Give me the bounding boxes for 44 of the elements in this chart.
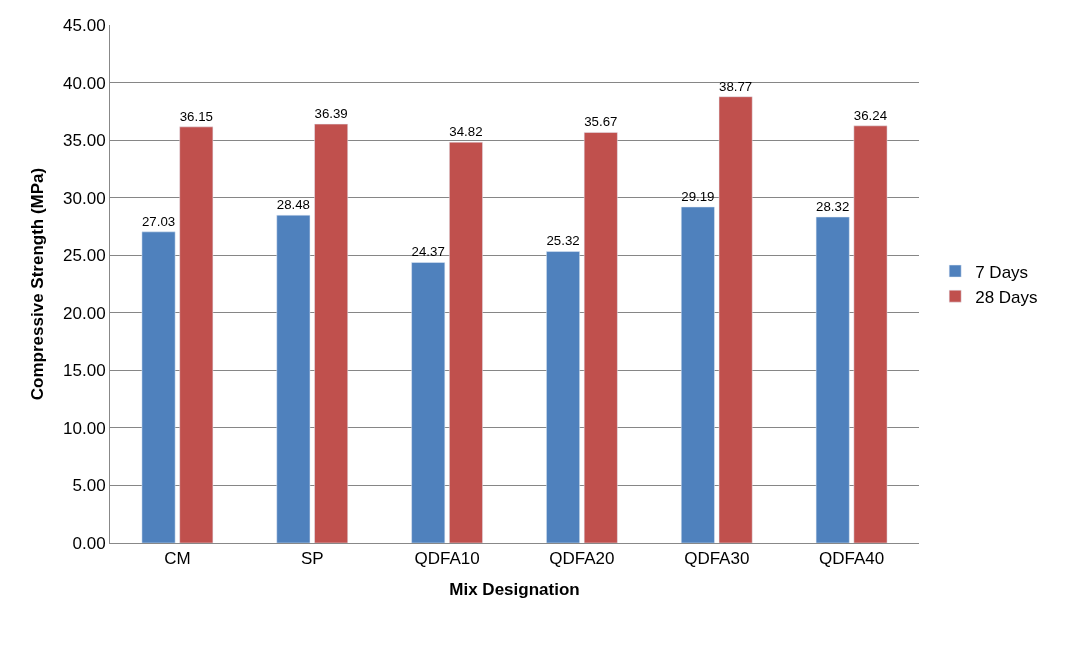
data-label: 36.24 (853, 107, 888, 123)
bar (681, 206, 715, 543)
y-tick-label: 10.00 (63, 418, 106, 438)
y-tick-label: 0.00 (72, 533, 106, 553)
y-tick-label: 40.00 (63, 73, 106, 93)
data-label: 36.39 (314, 105, 348, 121)
bar (449, 141, 483, 543)
y-tick-label: 5.00 (72, 476, 106, 496)
x-tick-label: QDFA30 (684, 549, 750, 569)
data-label: 29.19 (681, 188, 715, 204)
x-axis-title: Mix Designation (449, 579, 580, 599)
data-label: 27.03 (141, 213, 176, 229)
x-tick-label: QDFA20 (549, 549, 615, 569)
legend-label: 28 Days (975, 287, 1038, 307)
data-label: 34.82 (449, 124, 483, 140)
bar (314, 123, 348, 543)
x-tick-label: CM (164, 549, 191, 569)
x-tick-label: QDFA40 (818, 549, 885, 569)
y-axis-title: Compressive Strength (MPa) (27, 167, 47, 401)
y-tick-label: 25.00 (63, 246, 106, 266)
bar (141, 231, 176, 543)
y-tick-label: 45.00 (63, 15, 106, 35)
y-tick-label: 35.00 (63, 131, 106, 151)
x-tick-label: SP (300, 549, 324, 569)
bar (276, 214, 311, 543)
bar (546, 251, 580, 543)
y-tick-label: 20.00 (63, 303, 106, 323)
data-label: 25.32 (546, 233, 580, 249)
data-label: 28.48 (276, 197, 310, 213)
legend-label: 7 Days (975, 262, 1029, 282)
data-label: 28.32 (816, 198, 850, 214)
bar (718, 96, 753, 543)
y-tick-label: 30.00 (63, 188, 106, 208)
bar (179, 126, 214, 543)
data-label: 38.77 (719, 78, 753, 94)
bar (583, 132, 618, 543)
data-label: 35.67 (584, 114, 618, 130)
x-tick-label: QDFA10 (414, 549, 480, 569)
bar (815, 216, 850, 543)
bar (411, 262, 446, 543)
bar (853, 125, 888, 543)
data-label: 24.37 (411, 244, 445, 260)
y-tick-label: 15.00 (63, 361, 106, 381)
data-label: 36.15 (179, 108, 213, 124)
